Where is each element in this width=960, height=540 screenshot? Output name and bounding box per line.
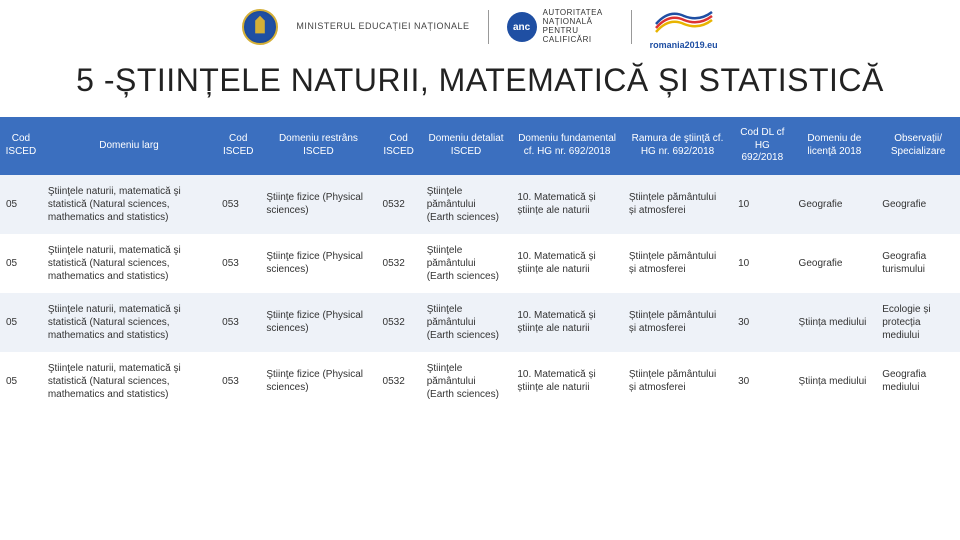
table-cell: 053 xyxy=(216,175,260,234)
table-cell: Geografia mediului xyxy=(876,352,960,411)
anc-seal-icon: anc xyxy=(507,12,537,42)
table-cell: 053 xyxy=(216,234,260,293)
table-cell: Ştiinţele pământului (Earth sciences) xyxy=(421,234,512,293)
table-header-row: Cod ISCED Domeniu larg Cod ISCED Domeniu… xyxy=(0,117,960,175)
table-cell: 05 xyxy=(0,234,42,293)
table-cell: Știința mediului xyxy=(793,352,877,411)
table-cell: Științele pământului și atmosferei xyxy=(623,175,732,234)
table-cell: Geografie xyxy=(793,175,877,234)
table-cell: 10 xyxy=(732,234,792,293)
table-cell: 05 xyxy=(0,293,42,352)
logo-anc: anc AUTORITATEA NAȚIONALĂ PENTRU CALIFIC… xyxy=(507,9,613,44)
table-cell: Științele pământului și atmosferei xyxy=(623,293,732,352)
col-header: Domeniu larg xyxy=(42,117,216,175)
table-cell: 053 xyxy=(216,352,260,411)
table-cell: Ecologie și protecția mediului xyxy=(876,293,960,352)
gov-seal-icon xyxy=(242,9,278,45)
page-title: 5 -ȘTIINȚELE NATURII, MATEMATICĂ ȘI STAT… xyxy=(0,52,960,117)
table-cell: Ştiinţele naturii, matematică şi statist… xyxy=(42,175,216,234)
table-cell: 10 xyxy=(732,175,792,234)
table-cell: Ştiinţe fizice (Physical sciences) xyxy=(260,175,376,234)
table-cell: Ştiinţe fizice (Physical sciences) xyxy=(260,293,376,352)
anc-label: AUTORITATEA NAȚIONALĂ PENTRU CALIFICĂRI xyxy=(543,9,613,44)
logo-ro2019: romania2019.eu xyxy=(650,4,718,50)
table-cell: Științele pământului și atmosferei xyxy=(623,234,732,293)
table-row: 05Ştiinţele naturii, matematică şi stati… xyxy=(0,293,960,352)
ro2019-label: romania2019.eu xyxy=(650,40,718,50)
table-row: 05Ştiinţele naturii, matematică şi stati… xyxy=(0,234,960,293)
men-label: MINISTERUL EDUCAȚIEI NAȚIONALE xyxy=(296,22,469,32)
table-cell: Ştiinţele pământului (Earth sciences) xyxy=(421,175,512,234)
table-cell: Ştiinţele naturii, matematică şi statist… xyxy=(42,352,216,411)
ro2019-icon xyxy=(654,4,714,34)
table-cell: Ştiinţe fizice (Physical sciences) xyxy=(260,234,376,293)
table-cell: Științele pământului și atmosferei xyxy=(623,352,732,411)
table-body: 05Ştiinţele naturii, matematică şi stati… xyxy=(0,175,960,411)
col-header: Domeniu detaliat ISCED xyxy=(421,117,512,175)
table-cell: 10. Matematică și științe ale naturii xyxy=(511,352,623,411)
table-cell: 05 xyxy=(0,175,42,234)
table-cell: 05 xyxy=(0,352,42,411)
table-cell: Ştiinţe fizice (Physical sciences) xyxy=(260,352,376,411)
table-cell: 30 xyxy=(732,352,792,411)
table-cell: Ştiinţele pământului (Earth sciences) xyxy=(421,293,512,352)
divider-icon xyxy=(631,10,632,44)
col-header: Cod ISCED xyxy=(377,117,421,175)
table-cell: 10. Matematică și științe ale naturii xyxy=(511,175,623,234)
table-cell: 10. Matematică și științe ale naturii xyxy=(511,293,623,352)
table-cell: 10. Matematică și științe ale naturii xyxy=(511,234,623,293)
table-cell: 0532 xyxy=(377,234,421,293)
col-header: Domeniu restrâns ISCED xyxy=(260,117,376,175)
table-cell: 0532 xyxy=(377,293,421,352)
table-row: 05Ştiinţele naturii, matematică şi stati… xyxy=(0,175,960,234)
table-cell: 053 xyxy=(216,293,260,352)
col-header: Cod ISCED xyxy=(216,117,260,175)
header-logos: MINISTERUL EDUCAȚIEI NAȚIONALE anc AUTOR… xyxy=(0,0,960,52)
table-cell: 0532 xyxy=(377,352,421,411)
divider-icon xyxy=(488,10,489,44)
col-header: Ramura de ştiinţă cf. HG nr. 692/2018 xyxy=(623,117,732,175)
table-cell: Ştiinţele pământului (Earth sciences) xyxy=(421,352,512,411)
table-cell: Geografie xyxy=(793,234,877,293)
col-header: Observații/ Specializare xyxy=(876,117,960,175)
table-cell: Ştiinţele naturii, matematică şi statist… xyxy=(42,234,216,293)
table-cell: Geografia turismului xyxy=(876,234,960,293)
table-cell: 0532 xyxy=(377,175,421,234)
col-header: Cod DL cf HG 692/2018 xyxy=(732,117,792,175)
isced-table: Cod ISCED Domeniu larg Cod ISCED Domeniu… xyxy=(0,117,960,411)
logo-gov xyxy=(242,9,278,45)
anc-short: anc xyxy=(513,22,530,33)
col-header: Domeniu de licenţă 2018 xyxy=(793,117,877,175)
table-cell: Știința mediului xyxy=(793,293,877,352)
table-cell: 30 xyxy=(732,293,792,352)
col-header: Domeniu fundamental cf. HG nr. 692/2018 xyxy=(511,117,623,175)
table-row: 05Ştiinţele naturii, matematică şi stati… xyxy=(0,352,960,411)
col-header: Cod ISCED xyxy=(0,117,42,175)
table-cell: Geografie xyxy=(876,175,960,234)
table-cell: Ştiinţele naturii, matematică şi statist… xyxy=(42,293,216,352)
